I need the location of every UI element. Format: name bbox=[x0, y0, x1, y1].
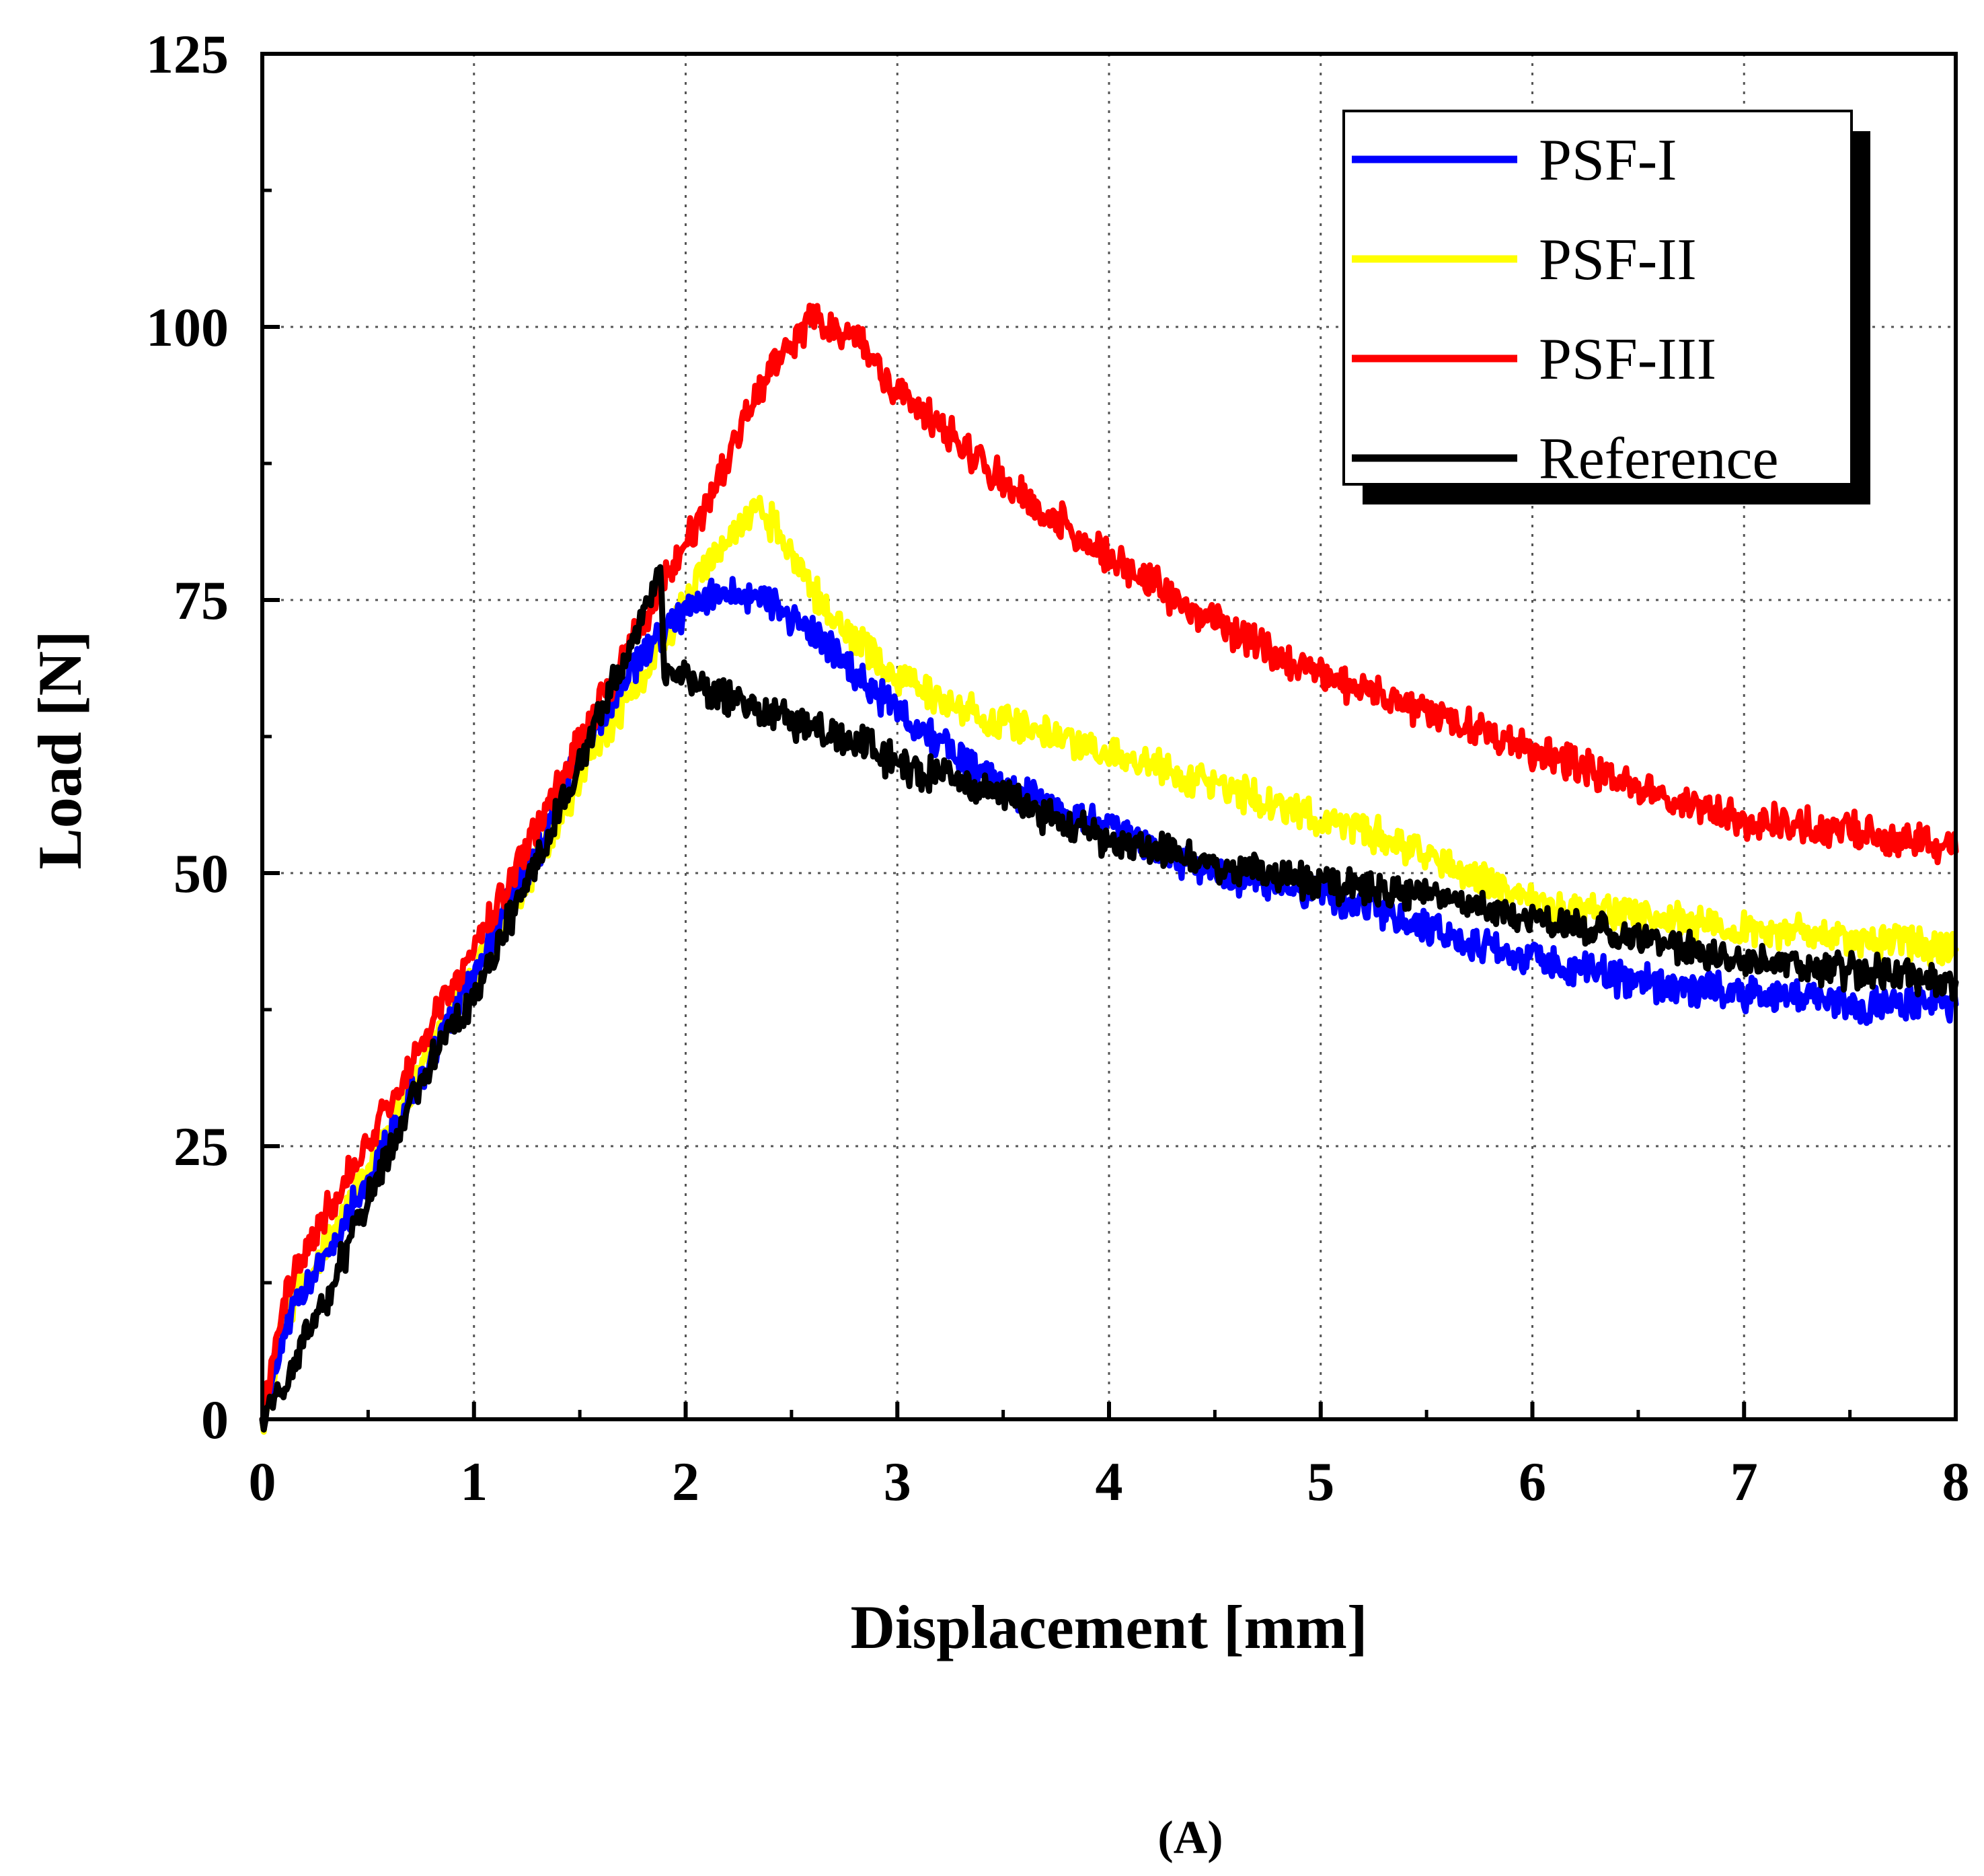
x-tick-label: 0 bbox=[249, 1451, 276, 1512]
y-tick-label: 50 bbox=[174, 843, 229, 904]
x-tick-label: 8 bbox=[1942, 1451, 1970, 1512]
y-tick-label: 75 bbox=[174, 570, 229, 631]
x-tick-label: 5 bbox=[1307, 1451, 1334, 1512]
series-layer bbox=[259, 303, 1959, 1435]
tick-layer: 0 1 2 3 4 5 6 7 8 0 25 50 75 100 125 bbox=[146, 24, 1970, 1512]
legend-label: PSF-II bbox=[1539, 227, 1697, 293]
y-tick-label: 0 bbox=[201, 1389, 229, 1450]
legend-label: PSF-I bbox=[1539, 128, 1677, 193]
x-tick-label: 7 bbox=[1730, 1451, 1758, 1512]
x-tick-label: 1 bbox=[460, 1451, 488, 1512]
legend-box bbox=[1342, 110, 1853, 486]
x-tick-label: 3 bbox=[884, 1451, 911, 1512]
legend: PSF-I PSF-II PSF-III Reference bbox=[1342, 110, 1870, 504]
series-line-reference bbox=[259, 564, 1959, 1433]
panel-caption: (A) bbox=[1157, 1812, 1223, 1864]
x-axis-title: Displacement [mm] bbox=[850, 1593, 1367, 1661]
y-tick-label: 25 bbox=[174, 1116, 229, 1177]
series-line-psf-iii bbox=[259, 303, 1959, 1423]
x-tick-label: 2 bbox=[672, 1451, 699, 1512]
legend-label: Reference bbox=[1539, 426, 1779, 492]
y-tick-label: 125 bbox=[146, 24, 229, 85]
y-axis-title: Load [N] bbox=[26, 630, 94, 869]
legend-label: PSF-III bbox=[1539, 327, 1716, 392]
series-line-psf-i bbox=[259, 576, 1959, 1433]
x-tick-label: 4 bbox=[1096, 1451, 1123, 1512]
y-tick-label: 100 bbox=[146, 297, 229, 358]
x-tick-label: 6 bbox=[1519, 1451, 1546, 1512]
